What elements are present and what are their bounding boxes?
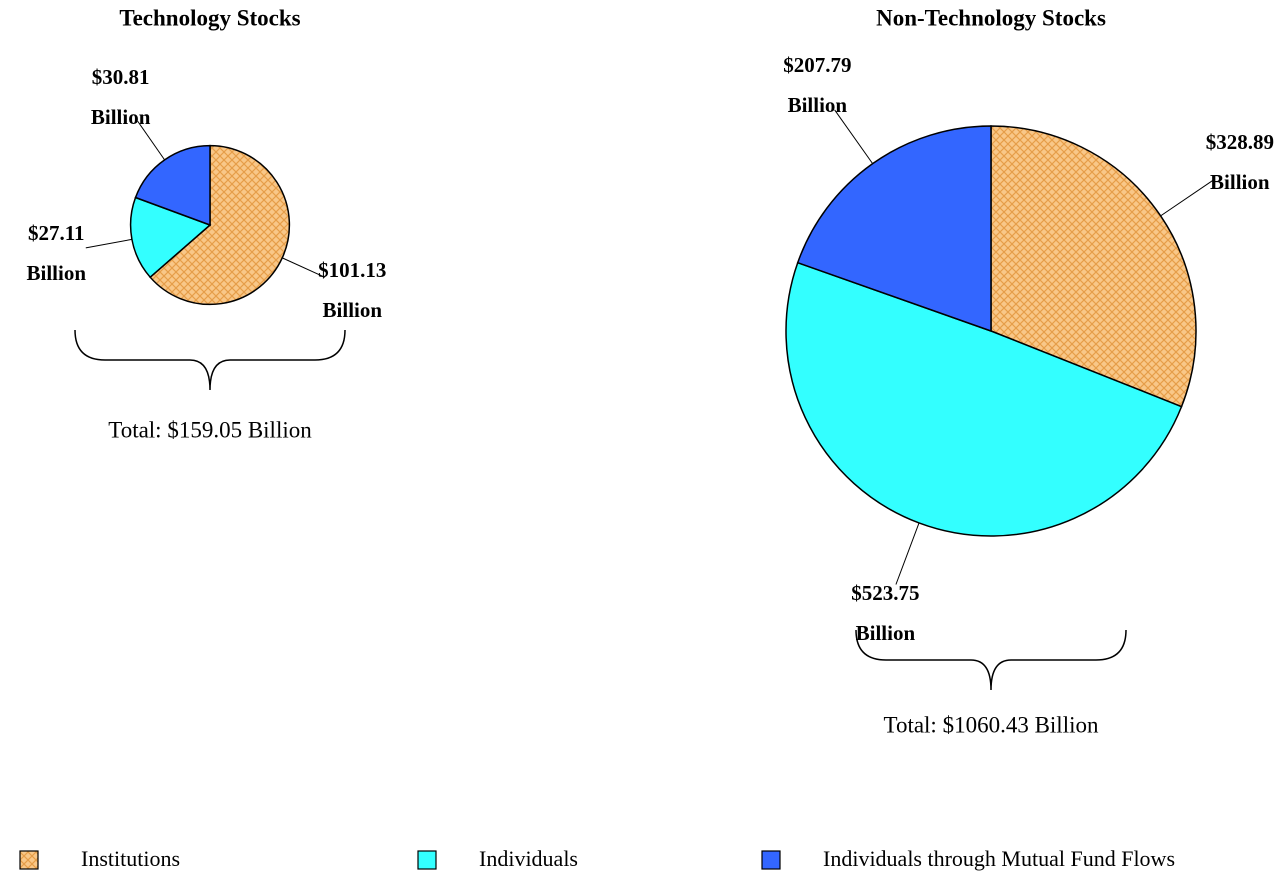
leader-line: [282, 257, 326, 278]
legend-text: Individuals: [479, 846, 578, 871]
total-label: Total: $1060.43 Billion: [884, 712, 1099, 737]
legend-text: Individuals through Mutual Fund Flows: [823, 846, 1175, 871]
leader-line: [895, 522, 920, 585]
chart-title: Technology Stocks: [119, 5, 300, 30]
legend-swatch: [19, 850, 39, 870]
brace: [74, 329, 346, 391]
value-label: $30.81 Billion: [90, 64, 151, 129]
legend-swatch: [761, 850, 781, 870]
brace: [855, 629, 1127, 691]
legend-swatch: [417, 850, 437, 870]
leader-line: [1160, 178, 1216, 217]
total-label: Total: $159.05 Billion: [108, 417, 312, 442]
legend-text: Institutions: [81, 846, 180, 871]
leader-line: [834, 109, 874, 164]
value-label: $207.79 Billion: [783, 53, 852, 118]
value-label: $523.75 Billion: [851, 580, 920, 645]
value-label: $328.89 Billion: [1205, 130, 1274, 195]
leader-line: [85, 238, 133, 249]
pie-slice: Institutions: [149, 144, 291, 306]
chart-title: Non-Technology Stocks: [876, 5, 1106, 30]
value-label: $101.13 Billion: [318, 257, 387, 322]
leader-line: [137, 121, 166, 161]
value-label: $27.11 Billion: [26, 221, 87, 286]
pie-slice: Individuals: [785, 261, 1183, 537]
pie-slice: Institutions: [990, 125, 1197, 408]
pie-slice: Individuals through Mutual Fund Flows: [796, 125, 992, 333]
